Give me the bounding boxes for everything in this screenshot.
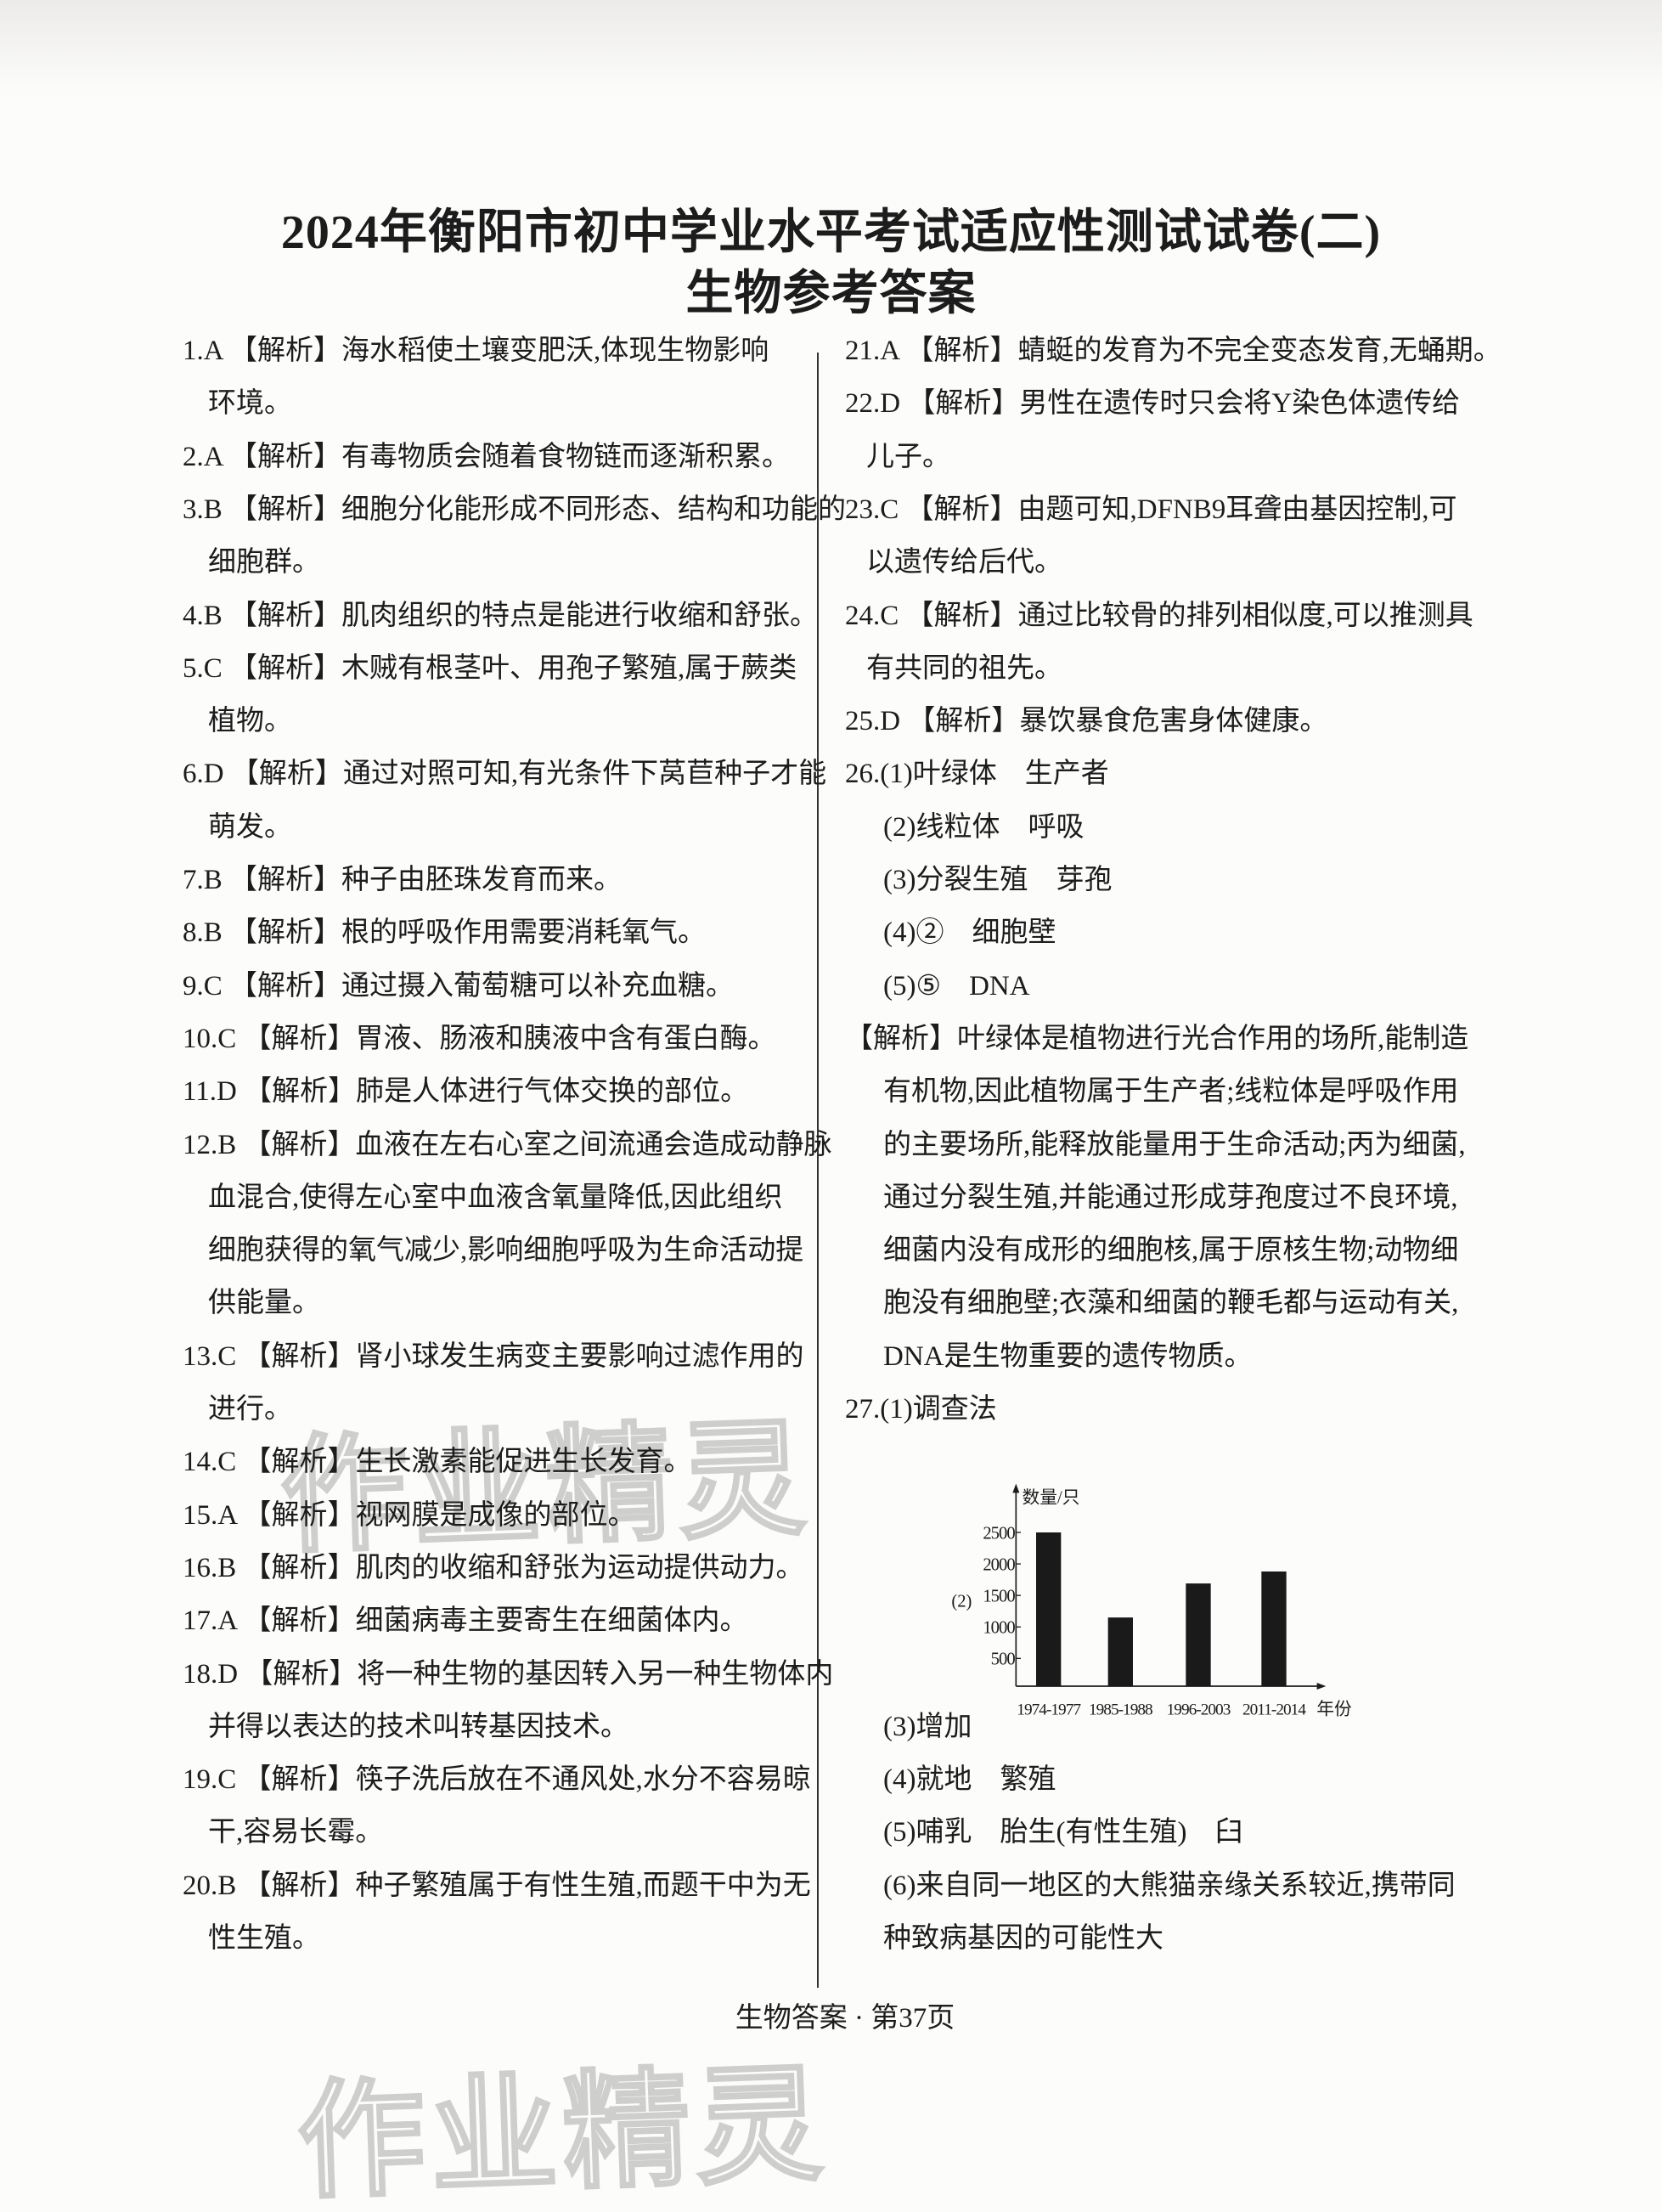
answer-item-continuation: 干,容易长霉。 bbox=[208, 1817, 384, 1848]
answer-item: 19.C 【解析】筷子洗后放在不通风处,水分不容易晾 bbox=[183, 1764, 811, 1796]
answer-item: 13.C 【解析】肾小球发生病变主要影响过滤作用的 bbox=[183, 1340, 804, 1372]
answer-item-continuation: 萌发。 bbox=[208, 811, 292, 843]
answer-item: 1.A 【解析】海水稻使土壤变肥沃,体现生物影响 bbox=[183, 336, 769, 366]
answer-item: (4)就地 繁殖 bbox=[883, 1764, 1056, 1796]
answer-item: (2)线粒体 呼吸 bbox=[883, 811, 1085, 843]
answer-item: 10.C 【解析】胃液、肠液和胰液中含有蛋白酶。 bbox=[183, 1023, 776, 1054]
bar bbox=[1036, 1532, 1062, 1686]
answer-item-continuation: 细胞获得的氧气减少,影响细胞呼吸为生命活动提 bbox=[208, 1235, 804, 1267]
answer-item: 5.C 【解析】木贼有根茎叶、用孢子繁殖,属于蕨类 bbox=[183, 652, 797, 684]
y-tick-label: 1500 bbox=[983, 1588, 1015, 1606]
x-tick-label: 1985-1988 bbox=[1089, 1701, 1152, 1718]
answer-item-continuation: 环境。 bbox=[208, 388, 292, 420]
bar bbox=[1186, 1583, 1211, 1686]
answer-item-continuation: 种致病基因的可能性大 bbox=[883, 1923, 1163, 1954]
answer-item: 7.B 【解析】种子由胚珠发育而来。 bbox=[183, 865, 623, 895]
answer-item-continuation: 细菌内没有成形的细胞核,属于原核生物;动物细 bbox=[883, 1235, 1459, 1267]
x-tick-label: 1996-2003 bbox=[1167, 1701, 1231, 1718]
answer-item: 6.D 【解析】通过对照可知,有光条件下莴苣种子才能 bbox=[183, 759, 827, 790]
y-axis-label: 数量/只 bbox=[1023, 1487, 1080, 1507]
answer-item: (3)分裂生殖 芽孢 bbox=[883, 865, 1113, 895]
answer-item: 16.B 【解析】肌肉的收缩和舒张为运动提供动力。 bbox=[183, 1552, 804, 1583]
answer-item: 8.B 【解析】根的呼吸作用需要消耗氧气。 bbox=[183, 917, 707, 949]
answer-item: 22.D 【解析】男性在遗传时只会将Y染色体遗传给 bbox=[845, 388, 1461, 420]
page-footer: 生物答案 · 第37页 bbox=[735, 2003, 955, 2034]
answer-item-continuation: 有共同的祖先。 bbox=[866, 652, 1062, 684]
answer-item-continuation: DNA是生物重要的遗传物质。 bbox=[883, 1340, 1253, 1372]
answer-item: 25.D 【解析】暴饮暴食危害身体健康。 bbox=[845, 706, 1328, 737]
x-tick-label: 1974-1977 bbox=[1017, 1701, 1081, 1718]
answer-item-continuation: 胞没有细胞壁;衣藻和细菌的鞭毛都与运动有关, bbox=[883, 1288, 1459, 1319]
watermark: 作业精灵 bbox=[294, 2050, 831, 2212]
question-number: (2) bbox=[951, 1593, 972, 1611]
x-axis-label: 年份 bbox=[1316, 1699, 1352, 1718]
x-axis-arrow-icon bbox=[1316, 1683, 1327, 1690]
answer-item: 11.D 【解析】肺是人体进行气体交换的部位。 bbox=[183, 1076, 749, 1108]
answer-item-continuation: 植物。 bbox=[208, 706, 292, 737]
answer-item: 24.C 【解析】通过比较骨的排列相似度,可以推测具 bbox=[845, 600, 1473, 631]
answer-item: (5)哺乳 胎生(有性生殖) 臼 bbox=[883, 1817, 1243, 1848]
answer-item: 2.A 【解析】有毒物质会随着食物链而逐渐积累。 bbox=[183, 441, 791, 472]
bar bbox=[1107, 1617, 1133, 1686]
bar bbox=[1261, 1571, 1287, 1686]
answer-item: 26.(1)叶绿体 生产者 bbox=[845, 759, 1109, 790]
answer-item: (4)② 细胞壁 bbox=[883, 917, 1056, 949]
x-tick-label: 2011-2014 bbox=[1242, 1701, 1306, 1718]
answer-item: 12.B 【解析】血液在左右心室之间流通会造成动静脉 bbox=[183, 1129, 832, 1160]
answer-item: 4.B 【解析】肌肉组织的特点是能进行收缩和舒张。 bbox=[183, 600, 819, 631]
y-tick-label: 500 bbox=[991, 1651, 1016, 1669]
answer-item-continuation: 有机物,因此植物属于生产者;线粒体是呼吸作用 bbox=[883, 1076, 1459, 1108]
answer-item: 15.A 【解析】视网膜是成像的部位。 bbox=[183, 1499, 636, 1531]
answer-item-continuation: 以遗传给后代。 bbox=[866, 547, 1062, 578]
answer-item-continuation: 并得以表达的技术叫转基因技术。 bbox=[208, 1711, 628, 1742]
answer-item: 14.C 【解析】生长激素能促进生长发育。 bbox=[183, 1447, 692, 1478]
page-subtitle: 生物参考答案 bbox=[685, 268, 977, 320]
answer-item: 17.A 【解析】细菌病毒主要寄生在细菌体内。 bbox=[183, 1605, 748, 1637]
answer-item: 【解析】叶绿体是植物进行光合作用的场所,能制造 bbox=[845, 1023, 1469, 1054]
answer-item-continuation: 通过分裂生殖,并能通过形成芽孢度过不良环境, bbox=[883, 1182, 1458, 1213]
answer-item: 21.A 【解析】蜻蜓的发育为不完全变态发育,无蛹期。 bbox=[845, 336, 1501, 366]
answer-item: 9.C 【解析】通过摄入葡萄糖可以补充血糖。 bbox=[183, 970, 735, 1002]
answer-item-continuation: 血混合,使得左心室中血液含氧量降低,因此组织 bbox=[208, 1182, 783, 1213]
y-tick-label: 1000 bbox=[983, 1619, 1015, 1638]
y-axis-arrow-icon bbox=[1012, 1483, 1020, 1493]
answer-item: 18.D 【解析】将一种生物的基因转入另一种生物体内 bbox=[183, 1658, 834, 1690]
answer-item-continuation: 进行。 bbox=[208, 1394, 292, 1425]
answer-item: 3.B 【解析】细胞分化能形成不同形态、结构和功能的 bbox=[183, 494, 847, 525]
answer-item: 27.(1)调查法 bbox=[845, 1394, 997, 1425]
answer-item-continuation: 供能量。 bbox=[208, 1288, 320, 1319]
answer-item: 23.C 【解析】由题可知,DFNB9耳聋由基因控制,可 bbox=[845, 494, 1457, 525]
page-title: 2024年衡阳市初中学业水平考试适应性测试试卷(二) bbox=[280, 206, 1382, 259]
answer-item-continuation: 儿子。 bbox=[866, 441, 950, 472]
column-divider bbox=[817, 353, 819, 1988]
answer-item-continuation: 性生殖。 bbox=[208, 1923, 320, 1954]
answer-item-continuation: 细胞群。 bbox=[208, 547, 320, 578]
answer-item: (3)增加 bbox=[883, 1711, 972, 1742]
answer-item: (5)⑤ DNA bbox=[883, 970, 1030, 1002]
panda-count-bar-chart: 数量/只年份 (2) 500 1000 1500 2000 2500 1974-1977 198… bbox=[951, 1483, 1352, 1718]
answer-item-continuation: 的主要场所,能释放能量用于生命活动;丙为细菌, bbox=[883, 1129, 1466, 1160]
answer-item: 20.B 【解析】种子繁殖属于有性生殖,而题干中为无 bbox=[183, 1870, 811, 1901]
answer-item: (6)来自同一地区的大熊猫亲缘关系较近,携带同 bbox=[883, 1870, 1456, 1901]
y-tick-label: 2500 bbox=[983, 1524, 1015, 1543]
y-tick-label: 2000 bbox=[983, 1555, 1015, 1574]
scan-top-shade bbox=[0, 0, 1662, 93]
